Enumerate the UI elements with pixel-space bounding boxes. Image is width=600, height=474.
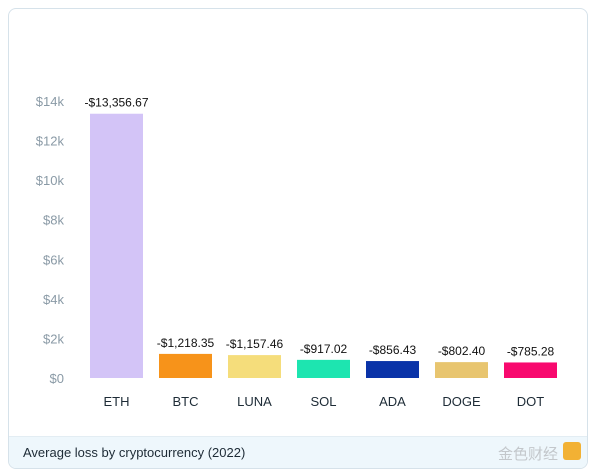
data-label: -$802.40 [438,344,486,358]
watermark [563,442,581,460]
x-tick-label: ADA [379,394,406,409]
watermark-logo-icon [563,442,581,460]
y-tick-label: $2k [43,331,64,346]
x-tick-label: SOL [310,394,336,409]
data-label: -$1,157.46 [226,337,284,351]
x-tick-label: LUNA [237,394,272,409]
bar-sol [297,359,350,378]
y-tick-label: $0 [50,371,64,386]
x-tick-label: ETH [104,394,130,409]
data-label: -$917.02 [300,342,348,356]
watermark-text: 金色财经 [498,445,558,463]
data-label: -$856.43 [369,343,417,357]
data-label: -$785.28 [507,344,555,358]
bar-btc [159,353,212,378]
x-tick-label: BTC [173,394,199,409]
chart-footer: Average loss by cryptocurrency (2022) [9,436,587,468]
y-tick-label: $14k [36,94,65,109]
y-tick-label: $4k [43,292,64,307]
y-tick-label: $10k [36,173,65,188]
x-tick-label: DOT [517,394,545,409]
bar-luna [228,355,281,378]
data-label: -$1,218.35 [157,336,215,350]
x-tick-label: DOGE [442,394,481,409]
bar-ada [366,361,419,378]
y-tick-label: $12k [36,134,65,149]
data-label: -$13,356.67 [84,96,148,110]
y-tick-label: $6k [43,252,64,267]
chart-caption: Average loss by cryptocurrency (2022) [23,445,246,460]
y-tick-label: $8k [43,213,64,228]
bar-dot [504,362,557,378]
bar-doge [435,362,488,378]
bar-eth [90,113,143,378]
